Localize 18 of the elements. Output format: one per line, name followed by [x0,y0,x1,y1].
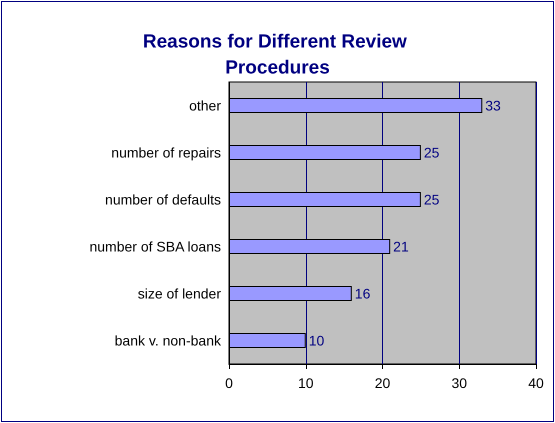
data-label: 16 [354,286,371,302]
y-tick-label: number of defaults [105,192,221,208]
y-tick-label: other [189,98,222,114]
chart-title: Reasons for Different Review Procedures [142,32,412,78]
data-label: 10 [308,332,325,348]
x-tick-label: 0 [225,375,234,391]
data-label: 33 [485,98,502,114]
y-tick-label: number of SBA loans [89,238,221,254]
y-tick-label: number of repairs [111,144,221,160]
x-tick-label: 20 [374,375,390,391]
data-label: 25 [424,192,440,208]
y-tick-label: size of lender [138,286,222,302]
x-tick-label: 10 [298,375,314,391]
data-label: 21 [393,238,409,254]
data-label: 25 [424,144,440,160]
x-tick-label: 40 [528,375,544,391]
x-tick-label: 30 [451,375,468,391]
y-tick-label: bank v. non-bank [114,332,222,348]
